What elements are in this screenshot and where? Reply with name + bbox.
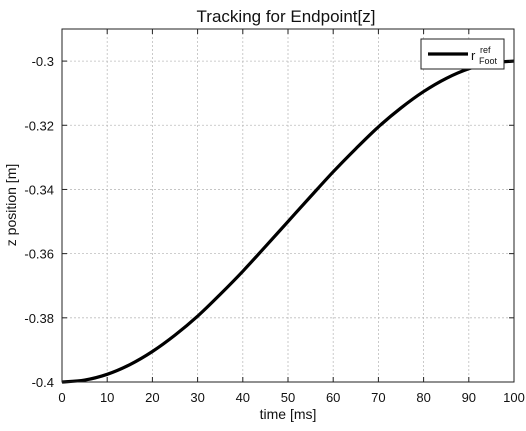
y-tick-label: -0.32 — [24, 118, 54, 133]
chart-title: Tracking for Endpoint[z] — [197, 7, 376, 26]
x-tick-label: 90 — [462, 390, 476, 405]
y-tick-label: -0.3 — [32, 54, 54, 69]
x-axis: 0 10 20 30 40 50 60 70 80 90 100 — [58, 29, 525, 405]
y-tick-label: -0.4 — [32, 375, 54, 390]
x-tick-label: 80 — [416, 390, 430, 405]
x-tick-label: 0 — [58, 390, 65, 405]
x-tick-label: 70 — [371, 390, 385, 405]
legend: r ref Foot — [420, 38, 505, 70]
legend-label-superscript: ref — [480, 45, 491, 55]
x-tick-label: 100 — [503, 390, 525, 405]
x-tick-label: 60 — [326, 390, 340, 405]
x-tick-label: 10 — [100, 390, 114, 405]
x-tick-label: 40 — [236, 390, 250, 405]
x-axis-label: time [ms] — [260, 406, 317, 422]
y-axis-label: z position [m] — [3, 164, 19, 246]
legend-label-subscript: Foot — [479, 56, 498, 66]
y-tick-label: -0.34 — [24, 182, 54, 197]
x-tick-label: 50 — [281, 390, 295, 405]
grid — [62, 29, 514, 382]
legend-label: r ref — [471, 45, 491, 63]
y-axis: -0.4 -0.38 -0.36 -0.34 -0.32 -0.3 — [24, 54, 514, 390]
series-line — [61, 59, 515, 384]
legend-label-base: r — [471, 48, 476, 63]
y-tick-label: -0.36 — [24, 247, 54, 262]
x-tick-label: 30 — [190, 390, 204, 405]
x-tick-label: 20 — [145, 390, 159, 405]
y-tick-label: -0.38 — [24, 311, 54, 326]
